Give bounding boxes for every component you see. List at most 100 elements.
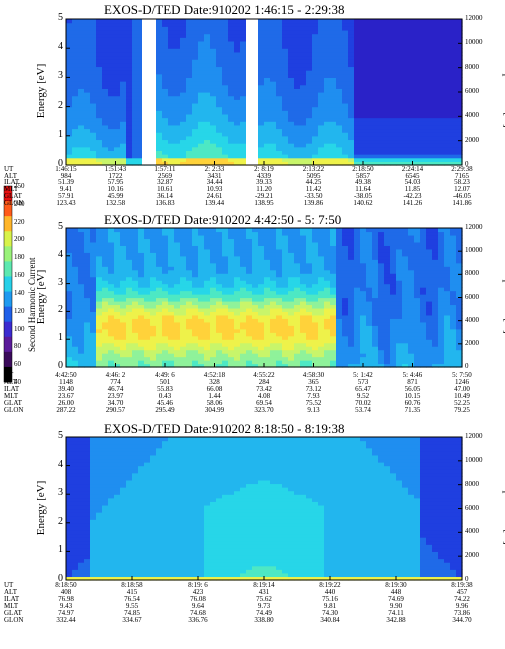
heatmap-cell	[252, 300, 259, 306]
heatmap-cell	[198, 66, 205, 71]
heatmap-cell	[396, 51, 403, 57]
heatmap-cell	[336, 304, 343, 309]
heatmap-cell	[174, 266, 181, 271]
heatmap-cell	[66, 280, 73, 285]
heatmap-cell	[342, 55, 349, 60]
heatmap-cell	[342, 40, 349, 46]
heatmap-cell	[294, 135, 301, 141]
heatmap-cell	[282, 150, 289, 155]
heatmap-cell	[402, 132, 409, 137]
heatmap-cell	[450, 95, 457, 100]
heatmap-cell	[402, 124, 409, 130]
heatmap-cell	[264, 55, 271, 60]
heatmap-cell	[264, 356, 271, 361]
heatmap-cell	[72, 161, 79, 166]
heatmap-cell	[444, 29, 451, 35]
heatmap-cell	[294, 128, 301, 133]
heatmap-cell	[168, 37, 175, 42]
heatmap-cell	[336, 99, 343, 104]
heatmap-cell	[228, 128, 235, 133]
heatmap-cell	[288, 40, 295, 46]
heatmap-cell	[288, 22, 295, 27]
heatmap-cell	[162, 266, 169, 271]
heatmap-cell	[318, 124, 325, 130]
heatmap-cell	[300, 70, 307, 75]
heatmap-cell	[300, 55, 307, 60]
heatmap-cell	[312, 81, 319, 86]
heatmap-cell	[174, 128, 181, 133]
heatmap-cell	[72, 360, 79, 365]
heatmap-cell	[420, 150, 427, 155]
heatmap-cell	[366, 37, 373, 42]
heatmap-cell	[222, 287, 229, 292]
heatmap-cell	[78, 314, 85, 319]
heatmap-cell	[240, 255, 247, 260]
heatmap-cell	[408, 259, 415, 264]
heatmap-cell	[168, 300, 175, 306]
heatmap-cell	[444, 157, 451, 162]
heatmap-cell	[366, 121, 373, 126]
heatmap-cell	[420, 143, 427, 148]
heatmap-cell	[204, 252, 211, 257]
heatmap-cell	[180, 294, 187, 299]
heatmap-cell	[348, 353, 355, 358]
heatmap-cell	[174, 92, 181, 97]
heatmap-cell	[282, 325, 289, 330]
heatmap-cell	[432, 55, 439, 60]
heatmap-cell	[78, 146, 85, 151]
heatmap-cell	[234, 117, 241, 122]
heatmap-cell	[108, 161, 115, 166]
heatmap-cell	[372, 248, 379, 253]
heatmap-cell	[210, 304, 217, 309]
heatmap-cell	[408, 356, 415, 361]
heatmap-cell	[312, 314, 319, 319]
heatmap-cell	[84, 59, 91, 64]
heatmap-cell	[126, 73, 133, 78]
heatmap-cell	[282, 66, 289, 71]
heatmap-cell	[366, 106, 373, 111]
heatmap-cell	[240, 280, 247, 285]
heatmap-cell	[228, 99, 235, 104]
heatmap-cell	[372, 95, 379, 100]
heatmap-cell	[240, 266, 247, 271]
heatmap-cell	[102, 121, 109, 126]
heatmap-cell	[336, 325, 343, 330]
heatmap-cell	[312, 238, 319, 243]
heatmap-cell	[90, 248, 97, 253]
heatmap-cell	[258, 128, 265, 133]
heatmap-cell	[198, 124, 205, 130]
heatmap-cell	[330, 228, 337, 233]
heatmap-cell	[372, 262, 379, 267]
heatmap-cell	[408, 241, 415, 246]
heatmap-cell	[300, 241, 307, 246]
heatmap-cell	[132, 248, 139, 253]
heatmap-cell	[204, 95, 211, 100]
heatmap-cell	[156, 33, 163, 38]
heatmap-cell	[384, 262, 391, 267]
heatmap-cell	[234, 143, 241, 148]
heatmap-cell	[354, 356, 361, 361]
heatmap-cell	[240, 311, 247, 316]
heatmap-cell	[180, 311, 187, 316]
heatmap-cell	[450, 66, 457, 71]
heatmap-cell	[234, 66, 241, 71]
heatmap-cell	[222, 135, 229, 141]
heatmap-cell	[174, 335, 181, 340]
heatmap-cell	[414, 143, 421, 148]
heatmap-cell	[222, 311, 229, 316]
heatmap-cell	[156, 81, 163, 86]
heatmap-cell	[450, 110, 457, 115]
heatmap-cell	[228, 48, 235, 53]
heatmap-cell	[342, 332, 349, 337]
heatmap-cell	[414, 332, 421, 337]
heatmap-cell	[408, 325, 415, 330]
heatmap-cell	[348, 238, 355, 243]
heatmap-cell	[300, 154, 307, 159]
heatmap-cell	[210, 99, 217, 104]
heatmap-cell	[168, 132, 175, 137]
heatmap-cell	[438, 135, 445, 141]
heatmap-cell	[366, 353, 373, 358]
heatmap-cell	[354, 40, 361, 46]
heatmap-cell	[66, 276, 73, 281]
heatmap-cell	[126, 81, 133, 86]
